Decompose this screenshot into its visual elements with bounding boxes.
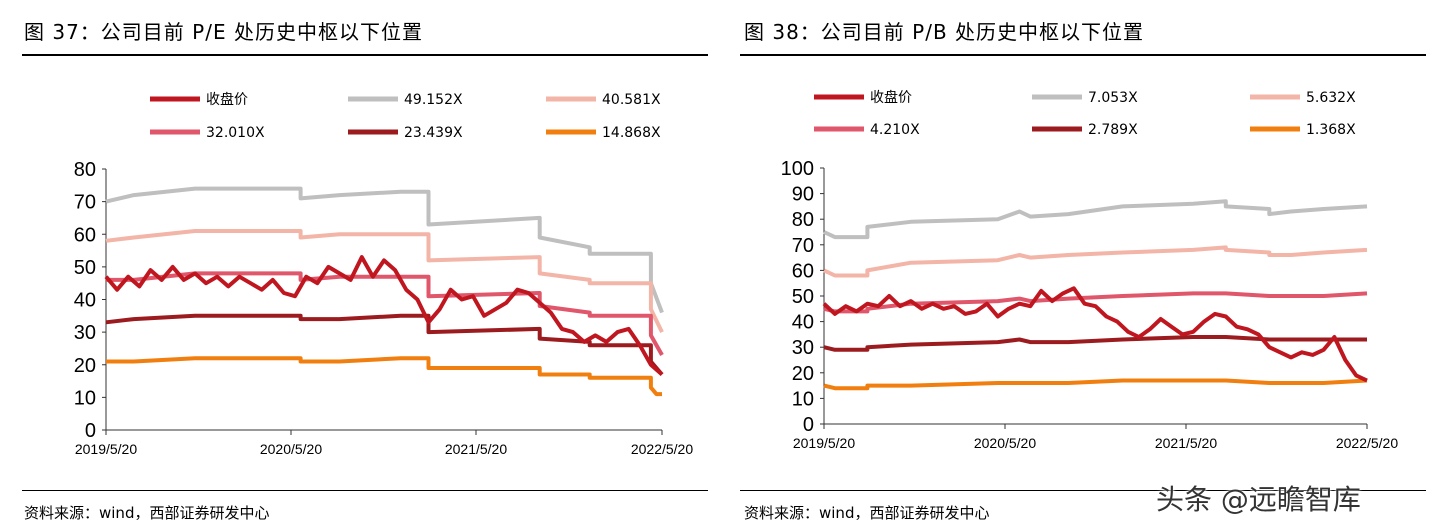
x-tick-label: 2019/5/20 <box>793 435 855 451</box>
legend-label: 23.439X <box>404 125 463 141</box>
y-tick-label: 50 <box>792 286 814 308</box>
y-tick-label: 60 <box>792 260 814 282</box>
legend-label: 7.053X <box>1088 90 1138 106</box>
chart-2: 0 10 20 30 40 50 60 70 80 90 100 2019/5/20 2020/5/20… <box>781 89 1399 451</box>
y-tick-label: 70 <box>792 235 814 257</box>
series-line-7.053X <box>823 199 1368 240</box>
y-tick-label: 30 <box>792 337 814 359</box>
x-tick-label: 2022/5/20 <box>631 441 693 457</box>
x-tick-label: 2020/5/20 <box>974 435 1036 451</box>
y-tick-label: 80 <box>792 209 814 231</box>
legend-label: 32.010X <box>206 125 265 141</box>
x-tick-label: 2020/5/20 <box>260 441 322 457</box>
figure-38-title: 图 38：公司目前 P/B 处历史中枢以下位置 <box>744 20 1145 44</box>
y-tick-label: 40 <box>792 312 814 334</box>
y-tick-label: 20 <box>74 355 96 377</box>
figure-38-bottom-rule <box>740 490 1426 491</box>
series-line-2.789X <box>823 335 1367 352</box>
legend-label: 收盘价 <box>870 89 912 106</box>
y-tick-label: 10 <box>792 388 814 410</box>
y-tick-label: 100 <box>781 158 814 180</box>
legend-label: 40.581X <box>602 92 661 108</box>
y-tick-label: 30 <box>74 322 96 344</box>
series-line-收盘价 <box>822 286 1368 383</box>
figure-37-title: 图 37：公司目前 P/E 处历史中枢以下位置 <box>24 20 423 44</box>
x-tick-label: 2021/5/20 <box>1155 435 1217 451</box>
legend-label: 1.368X <box>1306 122 1356 138</box>
series-line-1.368X <box>823 378 1368 391</box>
figure-37-top-rule <box>22 54 708 56</box>
series-line-5.632X <box>823 245 1368 278</box>
figure-38-source: 资料来源：wind，西部证券研发中心 <box>744 504 990 522</box>
figure-37-bottom-rule <box>22 490 708 491</box>
legend-label: 4.210X <box>870 122 920 138</box>
y-tick-label: 50 <box>74 257 96 279</box>
x-tick-label: 2022/5/20 <box>1336 435 1398 451</box>
series-line-49.152X <box>105 186 664 314</box>
figure-38-top-rule <box>740 54 1426 56</box>
x-tick-label: 2019/5/20 <box>75 441 137 457</box>
legend-label: 49.152X <box>404 92 463 108</box>
series-line-收盘价 <box>104 255 664 377</box>
y-tick-label: 0 <box>85 420 96 442</box>
y-tick-label: 90 <box>792 184 814 206</box>
y-tick-label: 10 <box>74 387 96 409</box>
series-line-40.581X <box>105 229 664 333</box>
y-tick-label: 0 <box>803 414 814 436</box>
y-tick-label: 70 <box>74 192 96 214</box>
legend-label: 14.868X <box>602 125 661 141</box>
y-tick-label: 40 <box>74 290 96 312</box>
y-tick-label: 20 <box>792 363 814 385</box>
watermark: 头条 @远瞻智库 <box>1156 483 1361 516</box>
figure-37-source: 资料来源：wind，西部证券研发中心 <box>24 504 270 522</box>
legend-label: 2.789X <box>1088 122 1138 138</box>
series-line-14.868X <box>106 356 662 397</box>
x-tick-label: 2021/5/20 <box>445 441 507 457</box>
y-tick-label: 60 <box>74 224 96 246</box>
series-line-32.010X <box>106 271 664 356</box>
series-line-23.439X <box>105 313 664 376</box>
legend-label: 5.632X <box>1306 90 1356 106</box>
y-tick-label: 80 <box>74 159 96 181</box>
chart-1: 0 10 20 30 40 50 60 70 80 2019/5/20 2020/5/20 2021/… <box>74 91 694 457</box>
legend-label: 收盘价 <box>206 91 248 108</box>
